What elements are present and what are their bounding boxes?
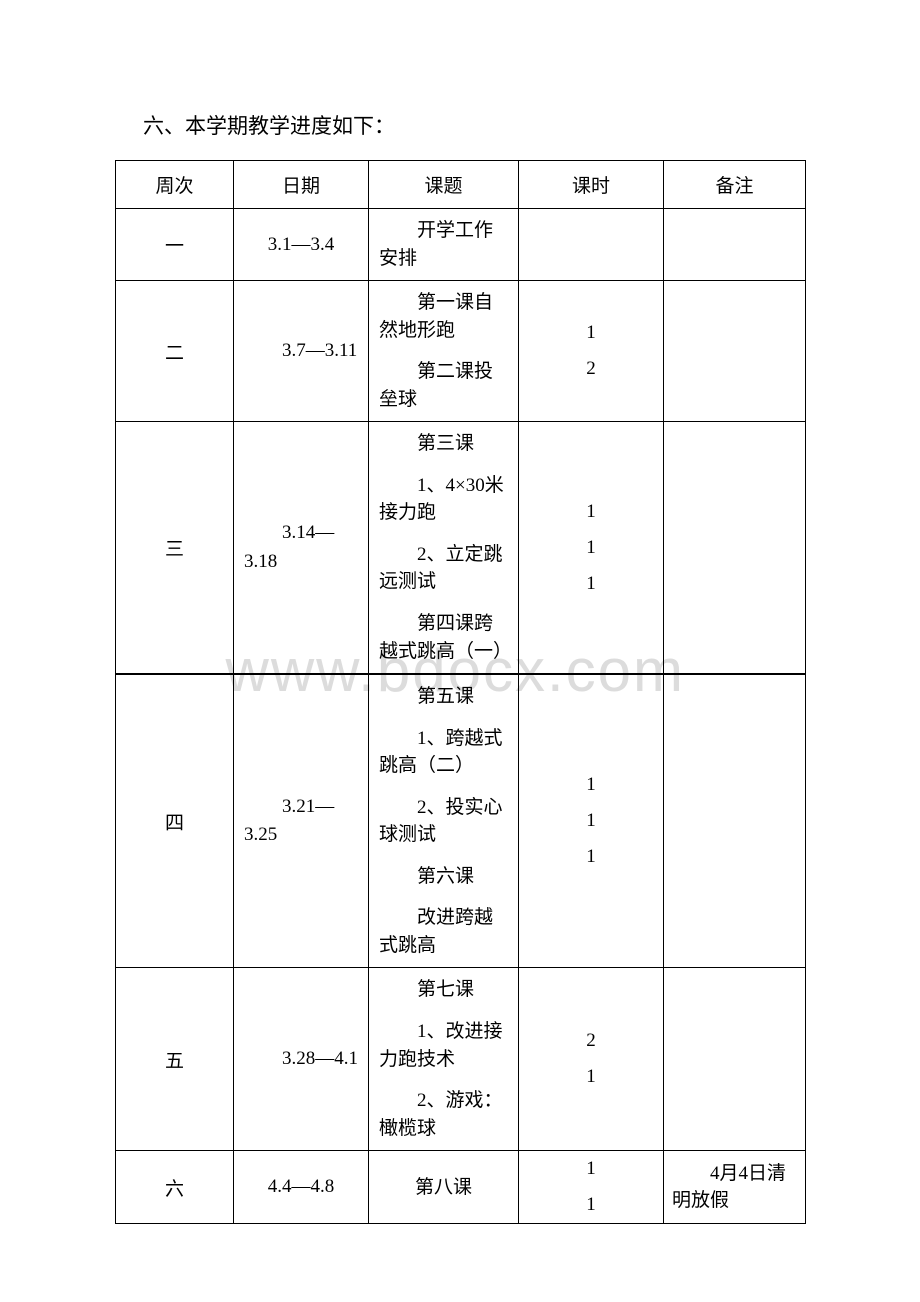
hours-cell xyxy=(519,209,664,281)
header-topic: 课题 xyxy=(369,161,519,209)
note-cell xyxy=(664,422,806,674)
week-cell: 一 xyxy=(116,209,234,281)
table-row: 三3.14—3.18第三课1、4×30米接力跑2、立定跳远测试第四课跨越式跳高（… xyxy=(116,422,806,674)
topic-cell: 开学工作安排 xyxy=(369,209,519,281)
note-cell: 4月4日清明放假 xyxy=(664,1151,806,1224)
table-row: 四3.21—3.25第五课1、跨越式跳高（二）2、投实心球测试第六课改进跨越式跳… xyxy=(116,675,806,968)
date-cell: 4.4—4.8 xyxy=(234,1151,369,1224)
date-cell: 3.14—3.18 xyxy=(234,422,369,674)
hours-cell: 12 xyxy=(519,281,664,422)
section-title: 六、本学期教学进度如下： xyxy=(143,110,805,140)
week-cell: 三 xyxy=(116,422,234,674)
schedule-table: 周次日期课题课时备注一3.1—3.4开学工作安排二3.7—3.11第一课自然地形… xyxy=(115,160,806,1224)
date-cell: 3.21—3.25 xyxy=(234,675,369,968)
week-cell: 四 xyxy=(116,675,234,968)
note-cell xyxy=(664,281,806,422)
table-row: 一3.1—3.4开学工作安排 xyxy=(116,209,806,281)
header-hours: 课时 xyxy=(519,161,664,209)
table-row: 二3.7—3.11第一课自然地形跑第二课投垒球12 xyxy=(116,281,806,422)
header-week: 周次 xyxy=(116,161,234,209)
date-cell: 3.28—4.1 xyxy=(234,968,369,1151)
date-cell: 3.7—3.11 xyxy=(234,281,369,422)
note-cell xyxy=(664,968,806,1151)
date-cell: 3.1—3.4 xyxy=(234,209,369,281)
topic-cell: 第三课1、4×30米接力跑2、立定跳远测试第四课跨越式跳高（一） xyxy=(369,422,519,674)
topic-cell: 第八课 xyxy=(369,1151,519,1224)
header-note: 备注 xyxy=(664,161,806,209)
note-cell xyxy=(664,675,806,968)
watermark-row: www.bdocx.com xyxy=(116,674,806,675)
hours-cell: 111 xyxy=(519,422,664,674)
hours-cell: 11 xyxy=(519,1151,664,1224)
table-row: 五3.28—4.1第七课1、改进接力跑技术2、游戏：橄榄球21 xyxy=(116,968,806,1151)
note-cell xyxy=(664,209,806,281)
header-date: 日期 xyxy=(234,161,369,209)
topic-cell: 第七课1、改进接力跑技术2、游戏：橄榄球 xyxy=(369,968,519,1151)
topic-cell: 第一课自然地形跑第二课投垒球 xyxy=(369,281,519,422)
hours-cell: 21 xyxy=(519,968,664,1151)
week-cell: 六 xyxy=(116,1151,234,1224)
topic-cell: 第五课1、跨越式跳高（二）2、投实心球测试第六课改进跨越式跳高 xyxy=(369,675,519,968)
week-cell: 五 xyxy=(116,968,234,1151)
table-header-row: 周次日期课题课时备注 xyxy=(116,161,806,209)
week-cell: 二 xyxy=(116,281,234,422)
table-row: 六4.4—4.8第八课114月4日清明放假 xyxy=(116,1151,806,1224)
hours-cell: 111 xyxy=(519,675,664,968)
